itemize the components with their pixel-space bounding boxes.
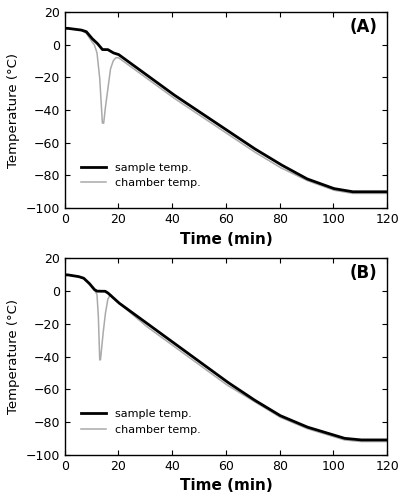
X-axis label: Time (min): Time (min) [179,232,272,246]
Y-axis label: Temperature (°C): Temperature (°C) [7,299,20,414]
Legend: sample temp., chamber temp.: sample temp., chamber temp. [77,405,204,440]
Text: (A): (A) [349,18,377,36]
Y-axis label: Temperature (°C): Temperature (°C) [7,52,20,168]
Text: (B): (B) [349,264,377,282]
X-axis label: Time (min): Time (min) [179,478,272,493]
Legend: sample temp., chamber temp.: sample temp., chamber temp. [77,158,204,192]
